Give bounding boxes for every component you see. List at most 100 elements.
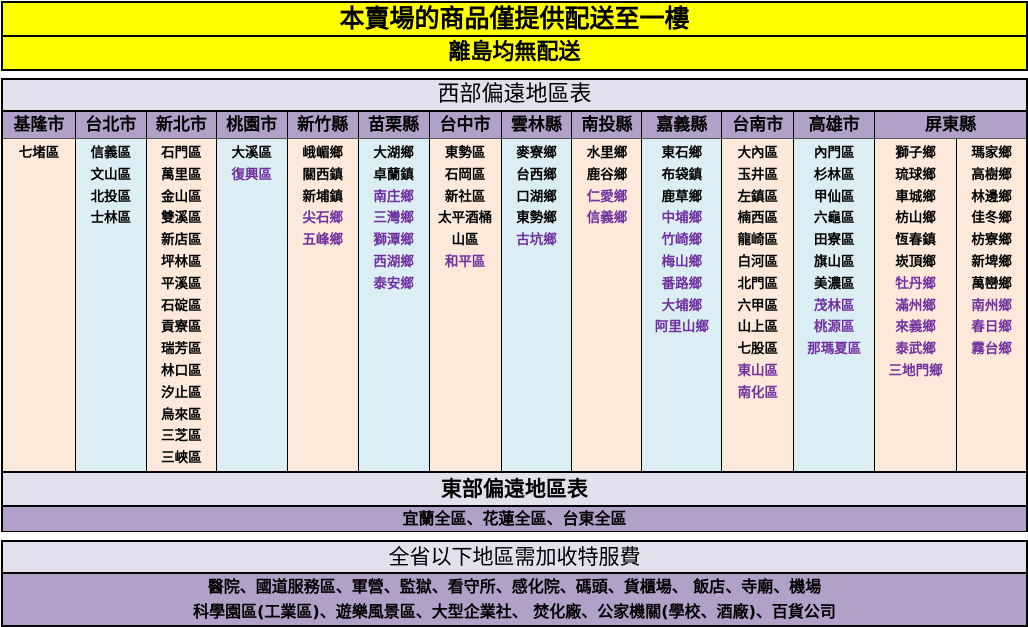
district-item: 萬巒鄉 [971, 275, 1012, 292]
district-item: 獅潭鄉 [373, 232, 414, 249]
region-column: 東勢區石岡區新社區太平酒桶山區和平區 [429, 139, 502, 471]
district-item: 玉井區 [737, 166, 779, 183]
district-item: 仁愛鄉 [586, 188, 628, 205]
district-item: 中埔鄉 [661, 210, 703, 227]
district-item: 茂林區 [813, 297, 855, 314]
district-item: 崁頂鄉 [895, 253, 936, 270]
district-item: 鹿草鄉 [661, 188, 703, 205]
surcharge-table: 全省以下地區需加收特服費 醫院、國道服務區、軍營、監獄、看守所、感化院、碼頭、貨… [1, 540, 1028, 627]
region-column: 大內區 玉井區 左鎮區 楠西區 龍崎區 白河區 北門區 六甲區 山上區 七股區 東山區 南化區 [722, 139, 795, 471]
district-item: 平溪區 [161, 275, 202, 292]
district-item: 白河區 [737, 253, 779, 270]
region-header: 高雄市 [794, 112, 876, 138]
region-column: 峨嵋鄉 關西鎮 新埔鎮 尖石鄉 五峰鄉 [287, 139, 359, 471]
district-item: 霧台鄉 [971, 341, 1012, 358]
district-item: 新店區 [161, 232, 202, 249]
district-item: 汐止區 [161, 384, 202, 401]
district-item: 瑞芳區 [161, 341, 202, 358]
district-item: 七堵區 [18, 145, 60, 161]
district-item: 水里鄉 [586, 145, 628, 161]
district-item: 旗山區 [813, 253, 855, 270]
surcharge-line-1: 醫院、國道服務區、軍營、監獄、看守所、感化院、碼頭、貨櫃場、 飯店、寺廟、機場 [207, 577, 822, 596]
region-header: 嘉義縣 [642, 112, 723, 138]
region-header: 新竹縣 [288, 112, 359, 138]
region-header: 雲林縣 [502, 112, 573, 138]
district-item: 三地門鄉 [888, 362, 943, 379]
district-item: 美濃區 [813, 275, 855, 292]
region-column: 水里鄉鹿谷鄉仁愛鄉信義鄉 [572, 139, 643, 471]
region-column: 石門區 萬里區 金山區 雙溪區 新店區 坪林區 平溪區 石碇區 貢寮區 瑞芳區 林口區 汐止區 烏來區三… [146, 139, 217, 471]
district-item: 枋寮鄉 [971, 232, 1012, 249]
district-item: 南庄鄉 [373, 188, 414, 205]
region-header: 苗栗縣 [359, 112, 430, 138]
district-item: 北投區 [90, 188, 132, 205]
district-item: 梅山鄉 [661, 253, 703, 270]
district-item: 龍崎區 [737, 232, 779, 249]
region-column: 獅子鄉 琉球鄉 車城鄉 枋山鄉 恆春鎮 崁頂鄉 牡丹鄉 滿州鄉 來義鄉 泰武鄉 三地門鄉 [875, 139, 958, 471]
district-item: 佳冬鄉 [971, 210, 1012, 227]
region-body-row: 七堵區 信義區 文山區 北投區 士林區 石門區 萬里區 金山區 雙溪區 新店區 坪林區 平溪區 石碇區貢… [3, 139, 1027, 471]
district-item: 石岡區 [444, 166, 486, 183]
region-header: 基隆市 [3, 112, 76, 138]
district-item: 三灣鄉 [373, 210, 414, 227]
region-header: 屏東縣 [925, 115, 977, 135]
district-item: 滿州鄉 [895, 297, 936, 314]
district-item: 尖石鄉 [302, 210, 343, 227]
district-item: 萬里區 [161, 166, 202, 183]
district-item: 東勢區 [444, 145, 486, 161]
district-item: 左鎮區 [737, 188, 779, 205]
district-item: 新社區 [444, 188, 486, 205]
surcharge-line-2: 科學園區(工業區)、遊樂風景區、大型企業社、 焚化廠、公家機關(學校、酒廠)、百… [193, 602, 836, 621]
district-item: 和平區 [444, 253, 486, 270]
west-remote-table: 西部偏遠地區表 基隆市 台北市 新北市 桃園市 新竹縣 苗栗縣 台中市 雲林縣 南投縣 嘉義縣 台南… [1, 78, 1028, 532]
notice-no-islands: 離島均無配送 [448, 40, 581, 65]
district-item: 西湖鄉 [373, 253, 414, 270]
district-item: 太平酒桶山區 [438, 210, 493, 249]
district-item: 南州鄉 [971, 297, 1012, 314]
region-column: 內門區 杉林區 甲仙區 六龜區 田寮區 旗山區 美濃區 茂林區 桃源區 那瑪夏區 [794, 139, 876, 471]
region-column: 大湖鄉 卓蘭鎮 南庄鄉 三灣鄉 獅潭鄉 西湖鄉 泰安鄉 [358, 139, 430, 471]
region-column: 麥寮鄉 台西鄉 口湖鄉 東勢鄉 古坑鄉 [501, 139, 573, 471]
district-item: 文山區 [90, 166, 132, 183]
district-item: 雙溪區 [161, 210, 202, 227]
district-item: 烏來區 [161, 406, 202, 423]
district-item: 信義鄉 [586, 210, 628, 227]
district-item: 新埤鄉 [971, 253, 1012, 270]
district-item: 鹿谷鄉 [586, 166, 628, 183]
region-header: 台南市 [722, 112, 795, 138]
district-item: 來義鄉 [895, 319, 936, 336]
district-item: 枋山鄉 [895, 210, 936, 227]
district-item: 番路鄉 [661, 275, 703, 292]
district-item: 田寮區 [813, 232, 855, 249]
district-item: 內門區 [813, 145, 855, 161]
district-item: 坪林區 [161, 253, 202, 270]
district-item: 山上區 [737, 319, 779, 336]
district-item: 復興區 [231, 166, 273, 183]
region-column: 信義區文山區北投區士林區 [75, 139, 147, 471]
district-item: 新埔鎮 [302, 188, 343, 205]
district-item: 七股區 [737, 341, 779, 358]
district-item: 阿里山鄉 [654, 319, 709, 336]
district-item: 琉球鄉 [895, 166, 936, 183]
district-item: 杉林區 [813, 166, 855, 183]
region-column: 大溪區 復興區 [216, 139, 288, 471]
district-item: 林邊鄉 [971, 188, 1012, 205]
district-item: 卓蘭鎮 [373, 166, 414, 183]
district-item: 布袋鎮 [661, 166, 703, 183]
district-item: 五峰鄉 [302, 232, 343, 249]
region-header: 新北市 [147, 112, 217, 138]
district-item: 東勢鄉 [516, 210, 557, 227]
district-item: 瑪家鄉 [971, 145, 1012, 161]
district-item: 高樹鄉 [971, 166, 1012, 183]
district-item: 牡丹鄉 [895, 275, 936, 292]
district-item: 台西鄉 [516, 166, 557, 183]
district-item: 士林區 [90, 210, 132, 227]
region-header: 台中市 [430, 112, 502, 138]
district-item: 信義區 [90, 145, 132, 161]
district-item: 南化區 [737, 384, 779, 401]
district-item: 東山區 [737, 362, 779, 379]
district-item: 那瑪夏區 [807, 341, 862, 358]
district-item: 桃源區 [813, 319, 855, 336]
district-item: 東石鄉 [661, 145, 703, 161]
notice-first-floor: 本賣場的商品僅提供配送至一樓 [3, 3, 1026, 37]
